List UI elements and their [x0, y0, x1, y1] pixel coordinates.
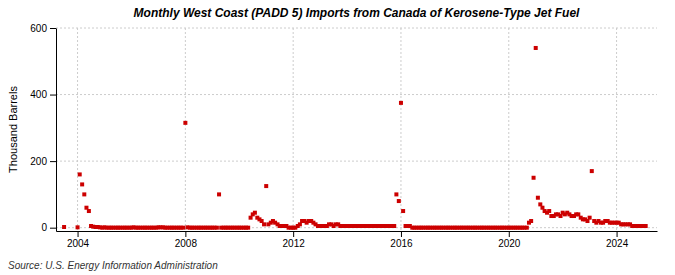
- point: [78, 172, 82, 176]
- x-axis-line: [57, 231, 658, 232]
- point: [532, 176, 536, 180]
- points: [62, 46, 648, 230]
- point: [397, 199, 401, 203]
- x-tick-mark: [78, 231, 79, 237]
- x-tick: 2004: [67, 231, 90, 249]
- x-tick-mark: [293, 231, 294, 237]
- point: [401, 209, 405, 213]
- y-tick-label: 0: [41, 222, 47, 233]
- grid: [56, 28, 657, 231]
- x-tick: 2020: [498, 231, 521, 249]
- y-tick-mark: [50, 95, 56, 96]
- point: [253, 211, 257, 215]
- point: [536, 196, 540, 200]
- x-tick-label: 2020: [498, 238, 521, 249]
- point: [534, 46, 538, 50]
- point: [80, 182, 84, 186]
- point: [394, 192, 398, 196]
- x-grid-line: [616, 28, 617, 231]
- chart-svg: 2004 2008 2012 2016 2020 2024 0 200 400 600 Monthl…: [0, 0, 675, 275]
- point: [644, 224, 648, 228]
- y-tick-mark: [50, 228, 56, 229]
- y-grid-line: [56, 94, 657, 95]
- point: [588, 216, 592, 220]
- y-tick-label: 200: [30, 156, 47, 167]
- point: [62, 225, 66, 229]
- point: [217, 192, 221, 196]
- x-tick-mark: [509, 231, 510, 237]
- source-note: Source: U.S. Energy Information Administ…: [8, 260, 218, 271]
- x-grid-line: [508, 28, 509, 231]
- y-grid-line: [56, 28, 657, 29]
- x-grid-line: [293, 28, 294, 231]
- x-tick: 2016: [390, 231, 413, 249]
- x-axis: 2004 2008 2012 2016 2020 2024: [57, 231, 658, 249]
- x-tick-label: 2012: [283, 238, 306, 249]
- y-axis-line: [56, 29, 57, 232]
- point: [590, 169, 594, 173]
- point: [392, 224, 396, 228]
- point: [262, 222, 266, 226]
- y-tick-label: 600: [30, 23, 47, 34]
- x-grid-line: [77, 28, 78, 231]
- point: [529, 219, 533, 223]
- x-tick-label: 2004: [67, 238, 90, 249]
- point: [215, 226, 219, 230]
- x-tick-label: 2016: [390, 238, 413, 249]
- chart-container: 2004 2008 2012 2016 2020 2024 0 200 400 600 Monthl…: [0, 0, 675, 275]
- x-grid-line: [185, 28, 186, 231]
- x-tick-mark: [617, 231, 618, 237]
- y-tick: 200: [30, 156, 56, 167]
- y-axis: 0 200 400 600: [30, 23, 56, 234]
- point: [76, 225, 80, 229]
- point: [399, 101, 403, 105]
- x-tick-mark: [401, 231, 402, 237]
- y-tick: 0: [41, 222, 56, 233]
- x-tick: 2024: [606, 231, 629, 249]
- point: [547, 209, 551, 213]
- x-tick-label: 2008: [175, 238, 198, 249]
- y-grid-line: [56, 161, 657, 162]
- point: [246, 226, 250, 230]
- y-axis-title: Thousand Barrels: [7, 86, 19, 173]
- title: Monthly West Coast (PADD 5) Imports from…: [134, 6, 581, 20]
- y-tick-mark: [50, 161, 56, 162]
- point: [87, 209, 91, 213]
- point: [525, 226, 529, 230]
- y-tick: 600: [30, 23, 56, 34]
- y-tick-label: 400: [30, 89, 47, 100]
- x-tick: 2008: [175, 231, 198, 249]
- y-tick: 400: [30, 89, 56, 100]
- x-tick-mark: [185, 231, 186, 237]
- y-tick-mark: [50, 28, 56, 29]
- point: [183, 121, 187, 125]
- point: [82, 192, 86, 196]
- x-tick-label: 2024: [606, 238, 629, 249]
- x-tick: 2012: [283, 231, 306, 249]
- point: [181, 226, 185, 230]
- point: [264, 184, 268, 188]
